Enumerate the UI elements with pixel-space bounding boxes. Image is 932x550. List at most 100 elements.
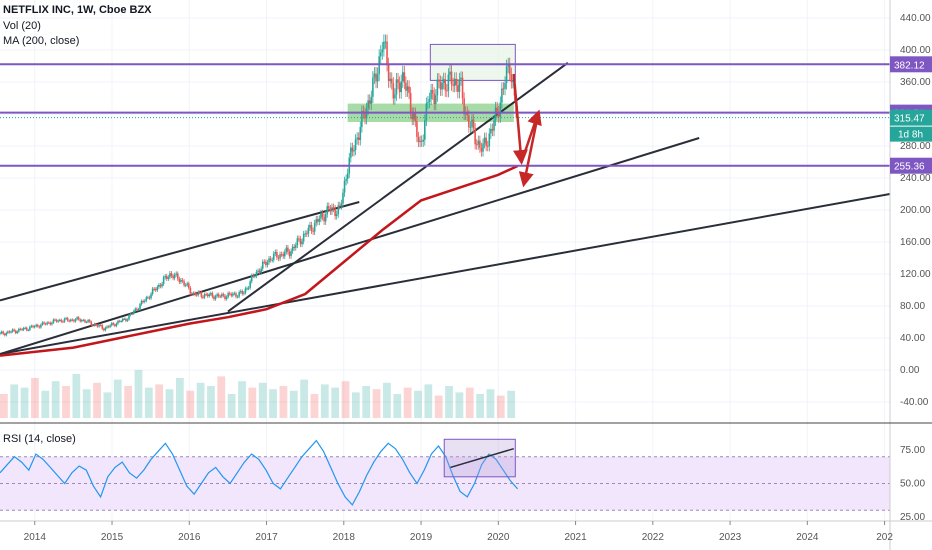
candle-body	[250, 275, 253, 282]
candle-body	[73, 320, 75, 322]
candle-body	[55, 319, 58, 322]
candle-body	[379, 52, 382, 57]
candle-body	[123, 318, 126, 320]
volume-bar	[372, 389, 381, 418]
candle-body	[52, 319, 55, 323]
ma-indicator-label[interactable]: MA (200, close)	[3, 35, 79, 47]
candle-body	[315, 219, 318, 224]
candle-body	[390, 78, 393, 84]
candle-body	[112, 323, 115, 325]
candle-body	[206, 294, 209, 297]
candle-body	[164, 276, 166, 278]
candle-body	[165, 276, 168, 279]
candle-body	[392, 83, 395, 99]
candle-body	[224, 295, 226, 299]
projection-arrow	[518, 112, 540, 188]
volume-bar	[496, 395, 505, 418]
candle-body	[474, 128, 476, 145]
candle-body	[176, 273, 179, 279]
candle-body	[346, 173, 349, 179]
candle-body	[14, 330, 17, 334]
candle-body	[139, 304, 141, 310]
rsi-line	[0, 438, 890, 511]
candle-body	[69, 319, 72, 322]
candle-body	[288, 251, 291, 257]
candle-body	[356, 137, 358, 140]
time-tick-label: 2018	[333, 532, 356, 543]
candle-body	[310, 224, 313, 231]
candle-body	[496, 107, 498, 112]
time-axis[interactable]: 2014 2015 2016 2017 2018 2019 2020 2021 2022 2023…	[24, 521, 894, 543]
candle-body	[145, 297, 148, 301]
volume-bar	[445, 386, 453, 418]
candle-body	[44, 323, 47, 325]
candle-body	[422, 139, 425, 142]
trendlines[interactable]	[0, 61, 891, 355]
candle-body	[266, 262, 269, 266]
candle-body	[301, 241, 303, 245]
candle-body	[291, 246, 294, 252]
candle-body	[280, 254, 283, 256]
candle-body	[452, 84, 454, 86]
volume-indicator-label[interactable]: Vol (20)	[3, 20, 41, 32]
candle-body	[0, 333, 1, 335]
candle-body	[417, 136, 420, 143]
candle-body	[272, 253, 275, 260]
candle-body	[463, 98, 465, 115]
current-price-badge	[890, 109, 932, 126]
candle-body	[8, 331, 11, 333]
candle-body	[405, 82, 407, 91]
candle-body	[183, 281, 185, 286]
candle-body	[409, 93, 412, 114]
candle-body	[233, 293, 236, 295]
candle-body	[389, 78, 391, 82]
candle-body	[101, 325, 104, 329]
candle-body	[58, 319, 61, 321]
candle-body	[118, 320, 121, 322]
rsi-trendline	[450, 447, 514, 469]
candle-body	[254, 275, 256, 277]
candle-body	[408, 86, 410, 94]
candle-body	[128, 315, 130, 320]
candle-body	[335, 214, 338, 217]
time-tick-label: 202	[876, 532, 893, 543]
candle-body	[192, 293, 195, 295]
candle-body	[318, 218, 321, 222]
candle-body	[202, 296, 204, 298]
candle-body	[106, 326, 108, 328]
price-tick-label: 240.00	[900, 173, 931, 184]
candle-body	[332, 207, 335, 209]
horizontal-levels[interactable]	[0, 63, 890, 167]
projection-arrows[interactable]	[512, 73, 542, 188]
rsi-indicator-label[interactable]: RSI (14, close)	[3, 433, 76, 445]
price-tick-label: 120.00	[900, 269, 931, 280]
candle-body	[483, 137, 486, 144]
candle-body	[132, 311, 135, 314]
time-tick-label: 2024	[796, 532, 819, 543]
candle-body	[482, 143, 484, 152]
candles	[0, 34, 519, 337]
rsi-axis[interactable]: 75.00 50.00 25.00	[900, 445, 925, 523]
candle-body	[419, 140, 421, 143]
candle-body	[10, 331, 12, 333]
candle-body	[125, 318, 127, 321]
candle-body	[312, 230, 314, 232]
candle-body	[446, 90, 448, 92]
candle-body	[508, 64, 511, 75]
volume-bar	[269, 389, 277, 418]
volume-bar	[175, 378, 184, 418]
candle-body	[414, 113, 417, 122]
candle-body	[0, 331, 3, 334]
candle-body	[293, 246, 296, 248]
candle-body	[140, 300, 143, 305]
price-tick-label: 400.00	[900, 45, 931, 56]
candle-body	[115, 323, 118, 327]
candle-body	[339, 205, 341, 207]
candle-body	[321, 213, 324, 217]
candle-body	[268, 258, 270, 263]
candle-body	[191, 293, 193, 295]
candle-body	[60, 319, 63, 322]
candle-body	[420, 140, 423, 142]
candle-body	[85, 321, 88, 323]
candle-body	[161, 283, 163, 287]
